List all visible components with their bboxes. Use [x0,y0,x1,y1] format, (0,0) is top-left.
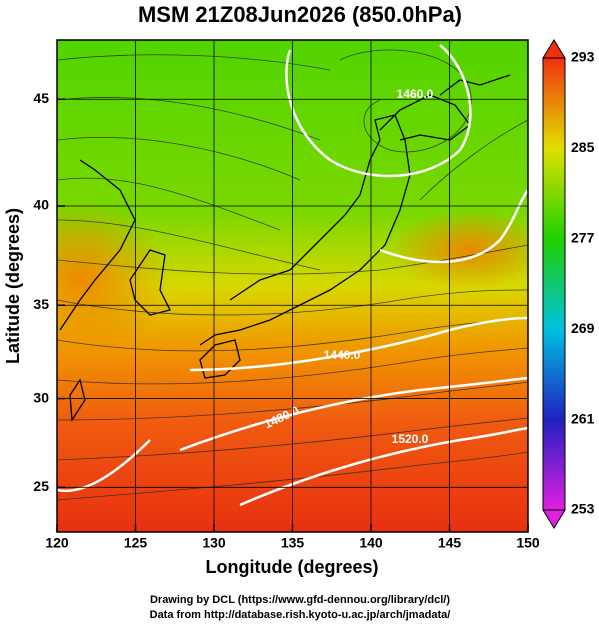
y-tick-label: 35 [33,296,49,312]
colorbar-tick-label: 261 [571,410,595,426]
x-tick-label: 135 [281,535,305,551]
colorbar [542,57,566,511]
contour-label: 1520.0 [392,432,429,446]
y-tick-label: 25 [33,478,49,494]
x-axis-label: Longitude (degrees) [205,557,378,577]
x-tick-label: 130 [202,535,226,551]
colorbar-extend-top [542,39,566,59]
chart-title: MSM 21Z08Jun2026 (850.0hPa) [138,2,462,27]
contour-label: 1460.0 [397,87,434,101]
colorbar-tick-label: 253 [571,501,595,517]
y-axis-label: Latitude (degrees) [3,208,23,364]
contour-label: 1440.0 [324,348,361,362]
colorbar-tick-label: 285 [571,139,595,155]
map-field: 1460.0 1440.0 1480.0 1520.0 [57,40,528,532]
colorbar-tick-label: 293 [571,49,595,65]
y-tick-label: 45 [33,90,49,106]
colorbar-tick-label: 269 [571,320,595,336]
axes: 120 125 130 135 140 145 150 25 30 35 40 45 253 261 269… [33,40,595,551]
streamlines [57,49,528,501]
coastlines [59,74,511,422]
x-tick-label: 140 [359,535,383,551]
x-tick-label: 145 [438,535,462,551]
contours [57,44,528,507]
y-tick-label: 40 [33,197,49,213]
y-tick-label: 30 [33,389,49,405]
x-tick-label: 120 [45,535,69,551]
colorbar-tick-label: 277 [571,230,595,246]
x-tick-label: 125 [124,535,148,551]
credit: Data from http://database.rish.kyoto-u.a… [150,609,451,621]
warm-area [57,200,170,360]
x-tick-label: 150 [516,535,540,551]
credit: Drawing by DCL (https://www.gfd-dennou.o… [150,594,450,606]
colorbar-extend-bottom [542,509,566,529]
warm-area [390,210,528,290]
